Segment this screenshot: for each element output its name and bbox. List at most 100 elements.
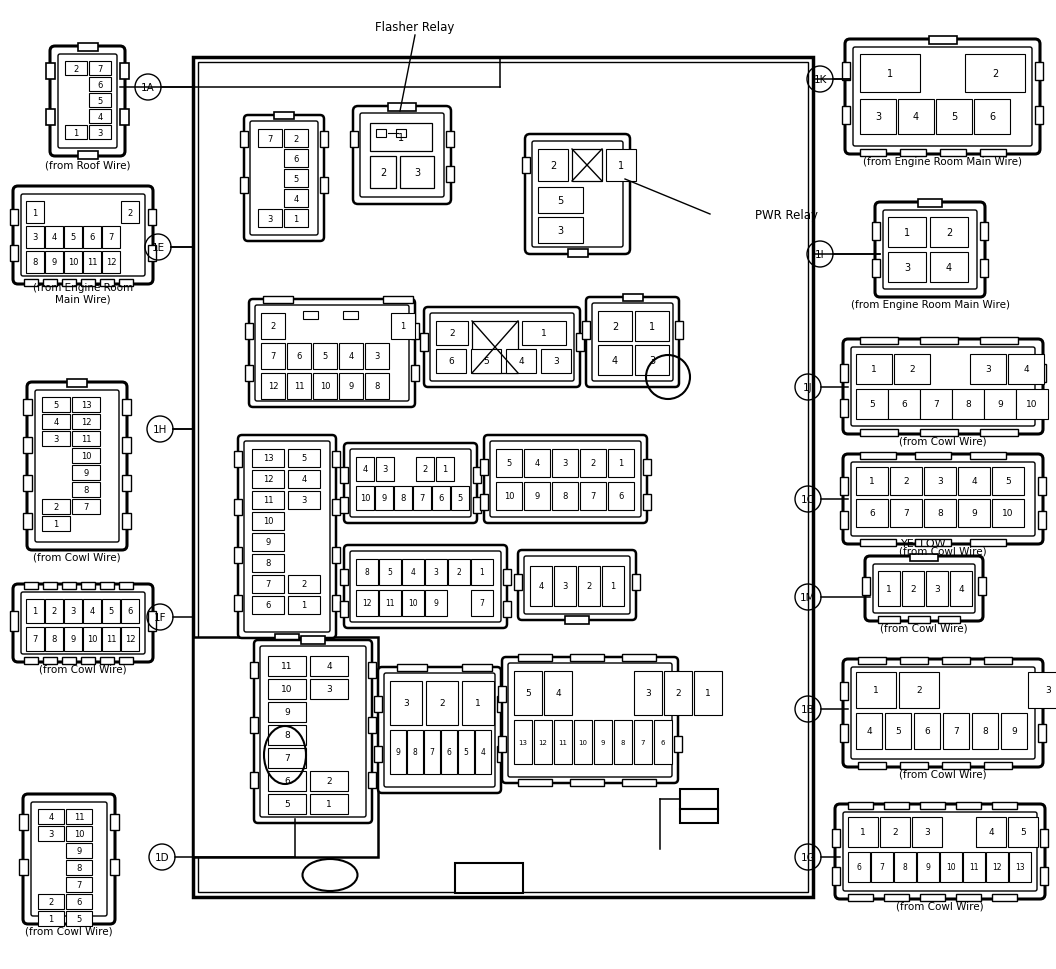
Bar [411, 365, 419, 382]
Text: 6: 6 [97, 80, 102, 89]
Bar [878, 616, 900, 623]
Text: 1: 1 [541, 329, 547, 338]
Text: 11: 11 [87, 258, 97, 267]
Text: (from Cowl Wire): (from Cowl Wire) [39, 665, 127, 674]
Text: 8: 8 [982, 727, 987, 735]
Bar [367, 717, 376, 734]
Bar [458, 731, 474, 774]
Bar [122, 438, 131, 453]
Bar [900, 150, 926, 157]
Text: 9: 9 [381, 494, 386, 503]
Text: 5: 5 [457, 494, 463, 503]
Text: (from Cowl Wire): (from Cowl Wire) [33, 552, 120, 562]
Text: 9: 9 [71, 635, 76, 643]
Text: 1M: 1M [800, 592, 815, 603]
Text: 4: 4 [480, 748, 486, 757]
Bar [643, 459, 650, 476]
Bar [26, 627, 44, 651]
Bar [274, 112, 294, 120]
Text: 3: 3 [53, 434, 59, 444]
Bar [261, 314, 285, 340]
Bar [24, 657, 38, 665]
Text: 10: 10 [68, 258, 78, 267]
Bar [402, 559, 425, 585]
Bar [394, 486, 412, 511]
FancyBboxPatch shape [873, 564, 975, 613]
Text: 11: 11 [263, 496, 274, 505]
Bar [970, 453, 1006, 459]
Text: 3: 3 [935, 584, 940, 593]
Bar [288, 450, 320, 467]
Bar [622, 654, 656, 661]
Bar [680, 809, 718, 823]
Bar [902, 572, 924, 607]
FancyBboxPatch shape [254, 641, 372, 823]
Bar [622, 295, 642, 301]
Text: 3: 3 [434, 568, 438, 577]
Text: 10: 10 [579, 739, 587, 745]
Bar [936, 100, 972, 135]
Bar [1016, 390, 1048, 420]
Bar [252, 471, 284, 488]
Text: 5: 5 [558, 196, 564, 205]
Bar [451, 486, 469, 511]
Bar [83, 227, 101, 249]
Bar [23, 399, 32, 416]
FancyBboxPatch shape [845, 40, 1040, 155]
Bar [554, 567, 576, 607]
Text: 2: 2 [439, 699, 445, 707]
Bar [376, 130, 386, 138]
Bar [24, 280, 38, 287]
Bar [45, 252, 63, 273]
Bar [46, 109, 55, 126]
Bar [350, 132, 358, 148]
Bar [534, 720, 552, 765]
Bar [496, 483, 522, 511]
Text: Flasher Relay: Flasher Relay [375, 21, 455, 35]
Bar [340, 467, 348, 484]
Text: 4: 4 [97, 112, 102, 121]
Bar [367, 663, 376, 678]
Text: 9: 9 [601, 739, 605, 745]
Bar [522, 322, 566, 346]
Bar [310, 771, 348, 791]
Bar [320, 132, 328, 148]
FancyBboxPatch shape [35, 391, 119, 543]
FancyBboxPatch shape [843, 659, 1043, 767]
Bar [240, 132, 248, 148]
Bar [121, 202, 139, 224]
Bar [455, 863, 523, 893]
Bar [375, 486, 393, 511]
Bar [390, 731, 406, 774]
Bar [19, 860, 29, 875]
Text: 3: 3 [326, 685, 332, 694]
Text: 9: 9 [434, 599, 438, 608]
Bar [910, 554, 938, 561]
Text: (from Engine Room
Main Wire): (from Engine Room Main Wire) [33, 283, 133, 304]
Bar [413, 486, 431, 511]
Text: 1: 1 [649, 322, 655, 331]
Text: 4: 4 [972, 477, 977, 486]
Text: 11: 11 [969, 862, 979, 871]
Bar [119, 280, 133, 287]
Bar [379, 559, 401, 585]
Bar [570, 654, 604, 661]
Text: 6: 6 [901, 400, 907, 409]
Bar [252, 534, 284, 551]
Bar [261, 374, 285, 399]
Bar [26, 600, 44, 623]
Text: 4: 4 [326, 662, 332, 671]
Bar [498, 686, 506, 703]
Bar [1040, 829, 1048, 847]
Bar [595, 720, 612, 765]
Text: 1: 1 [301, 601, 306, 610]
Bar [426, 681, 458, 725]
Bar [552, 450, 578, 478]
Bar [872, 260, 880, 278]
Bar [89, 109, 111, 124]
Bar [72, 415, 100, 429]
Text: 6: 6 [447, 748, 451, 757]
Bar [859, 763, 886, 769]
FancyBboxPatch shape [532, 141, 623, 248]
Bar [1008, 852, 1031, 882]
